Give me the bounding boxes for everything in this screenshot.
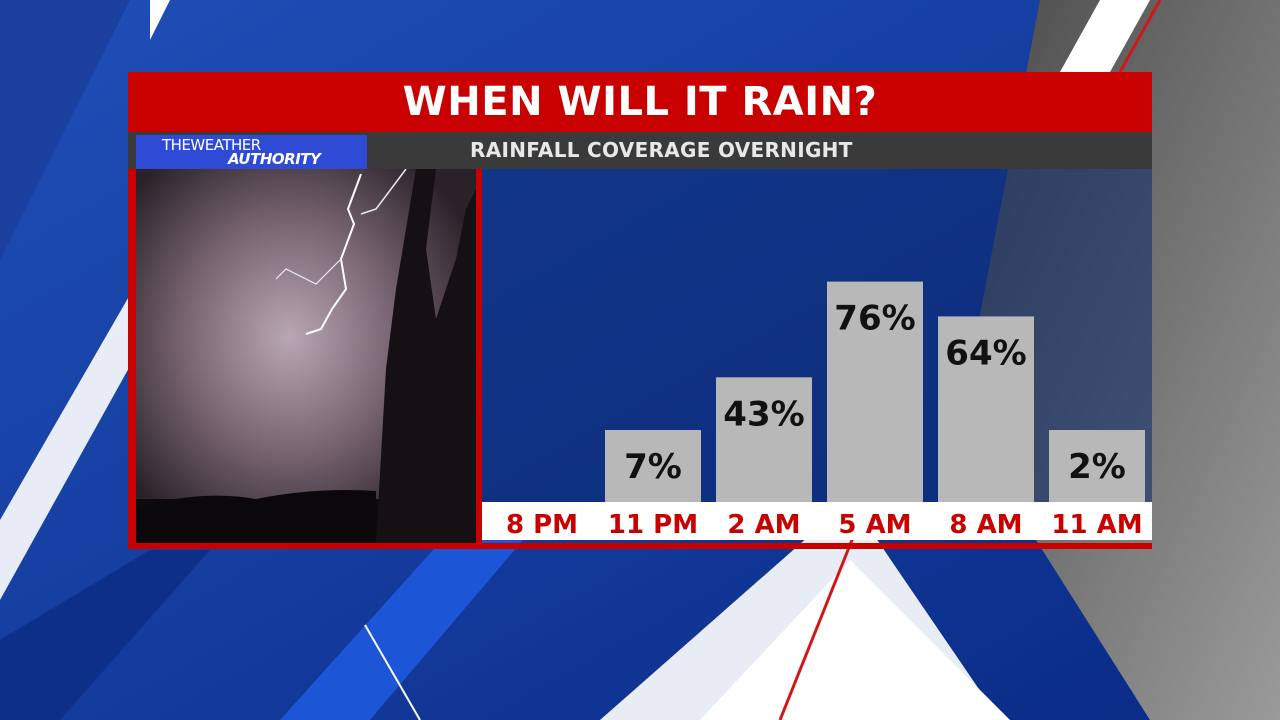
x-tick-label: 11 PM bbox=[608, 510, 698, 540]
graphic-frame: WHEN WILL IT RAIN? THEWEATHER AUTHORITY … bbox=[128, 72, 1152, 549]
x-tick-label: 8 AM bbox=[949, 510, 1022, 540]
data-label: 76% bbox=[834, 299, 915, 339]
x-axis-label-band bbox=[482, 502, 1152, 540]
data-label: 43% bbox=[723, 394, 804, 434]
weather-authority-logo: THEWEATHER AUTHORITY bbox=[136, 135, 367, 169]
rainfall-bar-chart: 8 PM 7% 11 PM 43% 2 AM 76% 5 AM 64% 8 AM 2% 11 AM bbox=[482, 281, 1152, 540]
x-tick-label: 11 AM bbox=[1051, 510, 1142, 540]
page-title: WHEN WILL IT RAIN? bbox=[402, 79, 878, 125]
x-tick-label: 8 PM bbox=[506, 510, 578, 540]
x-tick-label: 5 AM bbox=[838, 510, 911, 540]
data-label: 64% bbox=[945, 333, 1026, 373]
bar-11-am bbox=[1049, 430, 1145, 502]
data-label: 7% bbox=[624, 447, 682, 487]
title-bar: WHEN WILL IT RAIN? bbox=[128, 72, 1152, 132]
bar-2-am bbox=[716, 377, 812, 502]
frame-left-border bbox=[128, 169, 136, 549]
logo-line-1: THEWEATHER bbox=[162, 136, 261, 154]
frame-bottom-border bbox=[128, 543, 1152, 549]
x-tick-label: 2 AM bbox=[727, 510, 800, 540]
photo-divider bbox=[476, 169, 482, 549]
logo-line-2: AUTHORITY bbox=[228, 150, 321, 168]
lightning-photo bbox=[136, 169, 476, 543]
bar-8-am bbox=[938, 316, 1034, 502]
bar-11-pm bbox=[605, 430, 701, 502]
data-label: 2% bbox=[1068, 447, 1126, 487]
bar-5-am bbox=[827, 281, 923, 502]
chart-subtitle: RAINFALL COVERAGE OVERNIGHT bbox=[470, 138, 853, 162]
